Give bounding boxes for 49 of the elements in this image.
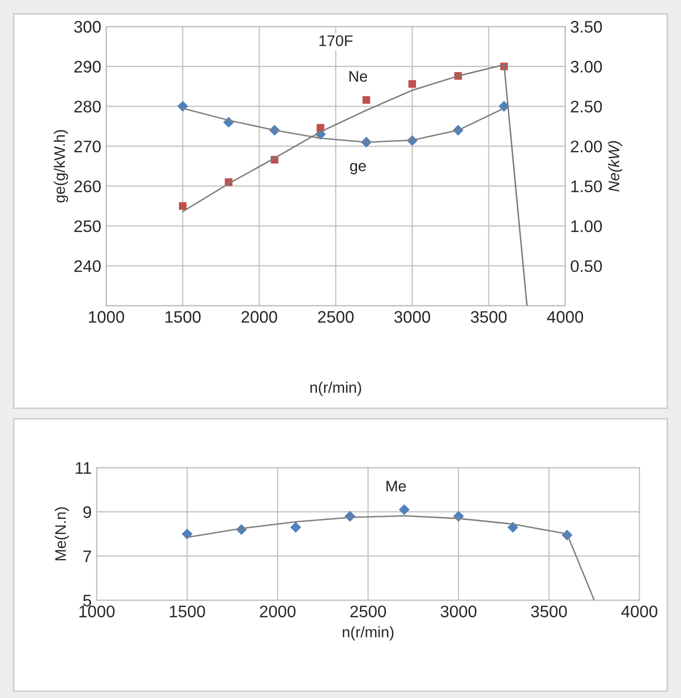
x-axis-title: n(r/min) (342, 626, 394, 640)
y-tick-label: 5 (83, 594, 92, 606)
x-tick-label: 1500 (170, 606, 206, 618)
y-tick-label: 240 (74, 260, 101, 272)
x-tick-label: 1000 (88, 311, 124, 323)
x-tick-label: 1000 (79, 606, 115, 618)
chart-title: 170F (319, 35, 353, 46)
y-tick-label: 270 (74, 140, 101, 152)
y-tick-label: 9 (83, 506, 92, 518)
series-label: Me (386, 480, 406, 492)
series-label: ge (350, 162, 366, 174)
x-tick-label: 3500 (531, 606, 567, 618)
y2-tick-label: 2.00 (570, 140, 602, 152)
y-axis-title: Me(N.n) (54, 507, 69, 560)
line-series (182, 64, 528, 306)
y2-tick-label: 3.00 (570, 60, 602, 73)
x-tick-label: 4000 (621, 606, 658, 618)
point (182, 528, 193, 540)
x-tick-label: 3000 (440, 606, 476, 618)
y2-tick-label: 1.50 (571, 180, 602, 192)
x-axis-title: n(r/min) (310, 382, 362, 396)
y-tick-label: 250 (74, 220, 101, 232)
x-tick-label: 2500 (318, 311, 354, 323)
x-tick-label: 3500 (470, 311, 507, 323)
series-label: Ne (349, 71, 368, 82)
y-axis-title: ge(g/kW.h) (54, 130, 68, 202)
y-tick-label: 290 (74, 60, 101, 73)
x-tick-label: 2000 (242, 311, 278, 323)
y2-tick-label: 2.50 (570, 100, 602, 112)
x-tick-label: 2500 (350, 606, 386, 618)
y2-tick-label: 3.50 (570, 20, 602, 33)
y-tick-label: 280 (74, 100, 101, 112)
y-tick-label: 300 (74, 20, 101, 33)
point (290, 522, 302, 533)
y2-tick-label: 0.50 (570, 260, 602, 272)
x-tick-label: 4000 (547, 311, 584, 323)
x-tick-label: 1500 (165, 311, 201, 323)
y-tick-label: 7 (83, 550, 92, 562)
point (316, 124, 324, 132)
x-tick-label: 3000 (394, 311, 430, 323)
y-tick-label: 260 (74, 180, 101, 192)
point (178, 202, 187, 210)
point (362, 96, 370, 104)
point (408, 80, 416, 88)
point (398, 504, 410, 516)
y-tick-label: 11 (76, 462, 92, 474)
y2-tick-label: 1.00 (571, 220, 602, 232)
x-tick-label: 2000 (260, 606, 296, 618)
y2-axis-title: Ne(kW) (608, 141, 622, 192)
